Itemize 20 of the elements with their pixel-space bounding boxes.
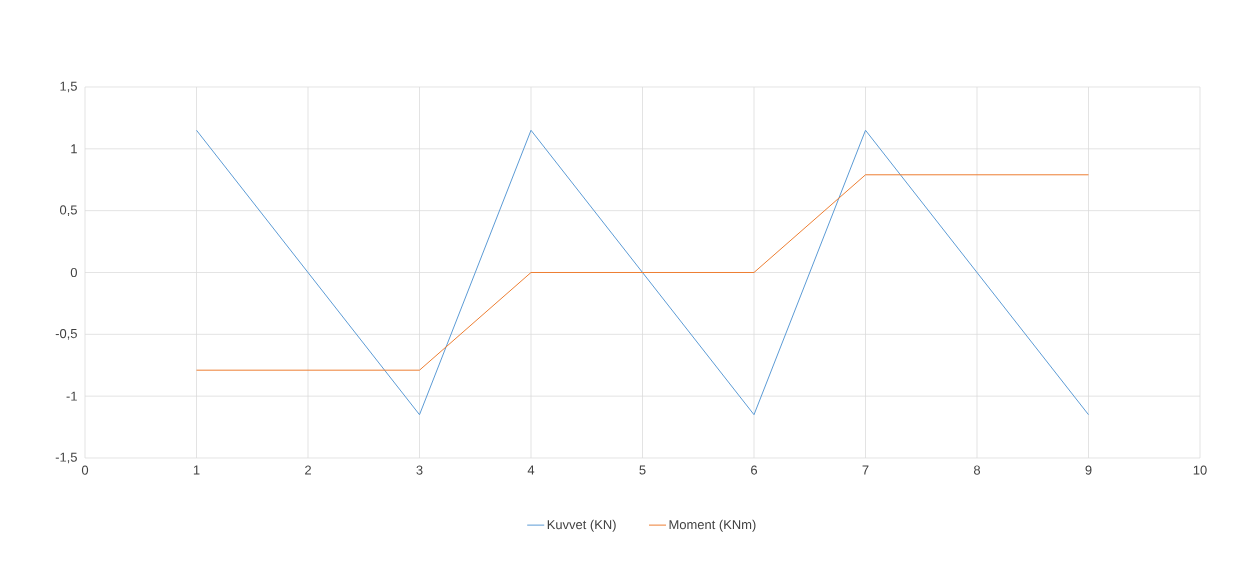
x-tick-label: 2 [305, 465, 311, 475]
x-tick-label: 4 [527, 465, 535, 475]
legend-label: Moment (KNm) [669, 519, 756, 532]
y-tick-label: -1 [66, 391, 77, 401]
x-tick-label: 8 [973, 465, 981, 475]
y-tick-label: 0 [70, 267, 77, 278]
x-tick-label: 3 [416, 465, 423, 475]
x-tick-label: 7 [862, 465, 869, 475]
x-tick-label: 6 [751, 465, 758, 475]
x-tick-label: 9 [1085, 465, 1092, 475]
y-tick-label: -0,5 [55, 328, 77, 340]
x-tick-label: 0 [81, 465, 89, 475]
x-tick-label: 1 [193, 465, 200, 475]
x-tick-label: 5 [639, 465, 646, 475]
legend-label: Kuvvet (KN) [547, 519, 616, 532]
y-tick-label: -1,5 [55, 452, 77, 464]
y-tick-label: 1,5 [60, 81, 77, 93]
y-tick-label: 0,5 [59, 205, 77, 216]
y-tick-label: 1 [71, 144, 77, 154]
x-tick-label: 10 [1193, 465, 1207, 475]
